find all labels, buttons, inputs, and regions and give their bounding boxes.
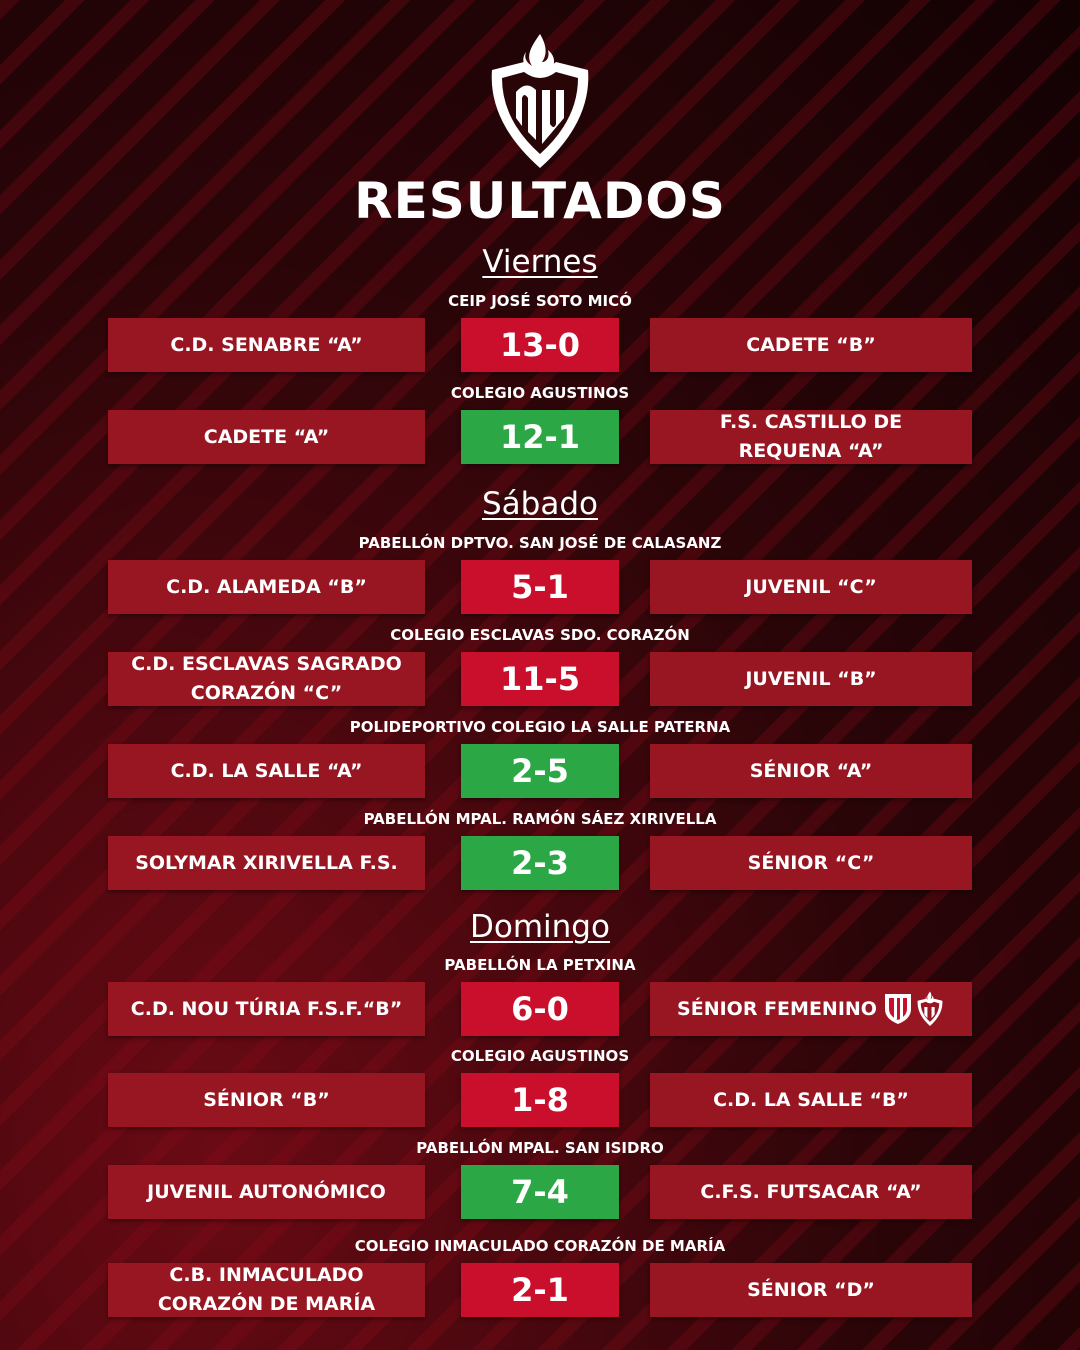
home-team: SOLYMAR XIRIVELLA F.S. <box>108 836 425 890</box>
day-heading: Sábado <box>482 486 598 522</box>
home-team: C.D. ALAMEDA “B” <box>108 560 425 614</box>
away-team-text: C.D. LA SALLE “B” <box>713 1088 909 1111</box>
match-score: 13-0 <box>461 318 619 372</box>
home-team: C.B. INMACULADO CORAZÓN DE MARÍA <box>108 1263 425 1317</box>
home-team: JUVENIL AUTONÓMICO <box>108 1165 425 1219</box>
away-team-text: JUVENIL “C” <box>745 575 877 598</box>
home-team-text: C.D. ESCLAVAS SAGRADO CORAZÓN “C” <box>131 653 402 704</box>
away-team: CADETE “B” <box>650 318 972 372</box>
away-team-text: SÉNIOR “A” <box>749 759 873 782</box>
match-score: 6-0 <box>461 982 619 1036</box>
home-team-text: SÉNIOR “B” <box>203 1088 330 1111</box>
match-score: 11-5 <box>461 652 619 706</box>
match-score: 2-5 <box>461 744 619 798</box>
home-team: CADETE “A” <box>108 410 425 464</box>
away-team: SÉNIOR “D” <box>650 1263 972 1317</box>
away-team: C.D. LA SALLE “B” <box>650 1073 972 1127</box>
away-team: JUVENIL “C” <box>650 560 972 614</box>
match-score-text: 11-5 <box>499 659 581 698</box>
home-team-text: JUVENIL AUTONÓMICO <box>147 1180 386 1203</box>
home-team-text: C.B. INMACULADO CORAZÓN DE MARÍA <box>157 1264 376 1315</box>
team-badges-icon <box>883 991 945 1027</box>
club-crest-logo <box>491 34 589 168</box>
away-team: SÉNIOR “C” <box>650 836 972 890</box>
match-score-text: 1-8 <box>511 1080 569 1119</box>
away-team: SÉNIOR “A” <box>650 744 972 798</box>
match-score-text: 13-0 <box>499 325 581 364</box>
home-team-text: C.D. ALAMEDA “B” <box>166 575 367 598</box>
home-team-text: SOLYMAR XIRIVELLA F.S. <box>135 851 398 874</box>
match-score-text: 2-1 <box>511 1270 569 1309</box>
venue-label: PABELLÓN MPAL. RAMÓN SÁEZ XIRIVELLA <box>363 810 717 828</box>
match-score-text: 5-1 <box>511 567 569 606</box>
match-score: 5-1 <box>461 560 619 614</box>
home-team-text: C.D. LA SALLE “A” <box>170 759 363 782</box>
home-team: C.D. ESCLAVAS SAGRADO CORAZÓN “C” <box>108 652 425 706</box>
home-team-text: C.D. SENABRE “A” <box>170 333 363 356</box>
home-team-text: C.D. NOU TÚRIA F.S.F.“B” <box>130 997 403 1020</box>
match-score: 12-1 <box>461 410 619 464</box>
away-team: SÉNIOR FEMENINO <box>650 982 972 1036</box>
home-team: C.D. SENABRE “A” <box>108 318 425 372</box>
away-team-text: SÉNIOR “C” <box>747 851 875 874</box>
venue-label: COLEGIO AGUSTINOS <box>450 1047 630 1065</box>
venue-label: PABELLÓN LA PETXINA <box>444 956 636 974</box>
match-score-text: 7-4 <box>511 1172 569 1211</box>
match-score-text: 2-3 <box>511 843 569 882</box>
away-team-text: F.S. CASTILLO DE REQUENA “A” <box>719 411 903 462</box>
page-title: RESULTADOS <box>354 172 726 230</box>
venue-label: COLEGIO AGUSTINOS <box>450 384 630 402</box>
match-score: 1-8 <box>461 1073 619 1127</box>
away-team-text: C.F.S. FUTSACAR “A” <box>700 1180 922 1203</box>
match-score: 2-3 <box>461 836 619 890</box>
away-team-text: JUVENIL “B” <box>745 667 877 690</box>
away-team-text: CADETE “B” <box>746 333 876 356</box>
venue-label: PABELLÓN DPTVO. SAN JOSÉ DE CALASANZ <box>358 534 722 552</box>
venue-label: COLEGIO INMACULADO CORAZÓN DE MARÍA <box>354 1237 726 1255</box>
match-score-text: 2-5 <box>511 751 569 790</box>
away-team: JUVENIL “B” <box>650 652 972 706</box>
home-team: C.D. LA SALLE “A” <box>108 744 425 798</box>
away-team-text: SÉNIOR “D” <box>747 1278 875 1301</box>
away-team-text: SÉNIOR FEMENINO <box>677 997 877 1020</box>
away-team: F.S. CASTILLO DE REQUENA “A” <box>650 410 972 464</box>
match-score: 2-1 <box>461 1263 619 1317</box>
venue-label: POLIDEPORTIVO COLEGIO LA SALLE PATERNA <box>349 718 731 736</box>
home-team: SÉNIOR “B” <box>108 1073 425 1127</box>
match-score-text: 12-1 <box>499 417 581 456</box>
match-score-text: 6-0 <box>511 989 569 1028</box>
venue-label: COLEGIO ESCLAVAS SDO. CORAZÓN <box>390 626 690 644</box>
venue-label: PABELLÓN MPAL. SAN ISIDRO <box>416 1139 664 1157</box>
home-team: C.D. NOU TÚRIA F.S.F.“B” <box>108 982 425 1036</box>
home-team-text: CADETE “A” <box>203 425 330 448</box>
match-score: 7-4 <box>461 1165 619 1219</box>
day-heading: Domingo <box>470 909 610 945</box>
away-team: C.F.S. FUTSACAR “A” <box>650 1165 972 1219</box>
day-heading: Viernes <box>482 244 598 280</box>
venue-label: CEIP JOSÉ SOTO MICÓ <box>448 292 632 310</box>
